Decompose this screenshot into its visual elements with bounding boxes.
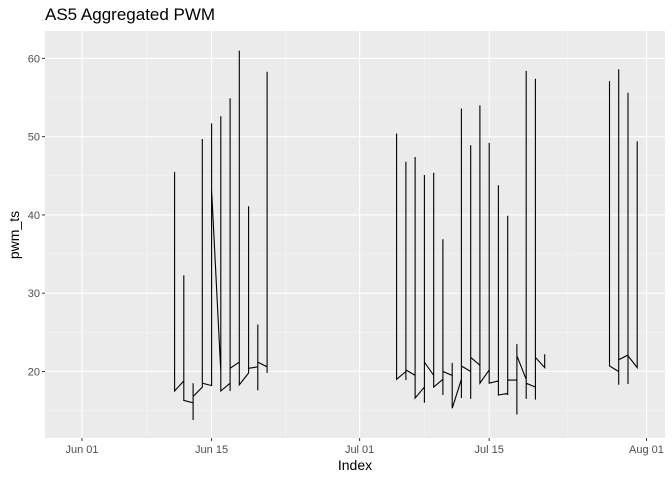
x-tick-label: Jun 15 bbox=[195, 444, 228, 456]
grid-major-y bbox=[45, 57, 665, 373]
x-tick-label: Jun 01 bbox=[65, 444, 98, 456]
series-line-2 bbox=[396, 70, 546, 415]
chart-title: AS5 Aggregated PWM bbox=[45, 5, 215, 24]
x-tick-label: Aug 01 bbox=[629, 444, 664, 456]
x-axis: Jun 01 Jun 15 Jul 01 Jul 15 Aug 01 bbox=[65, 438, 664, 456]
grid-minor-y bbox=[45, 97, 665, 411]
plot-panel bbox=[45, 31, 665, 438]
y-tick-label: 60 bbox=[28, 53, 40, 65]
series-line-1 bbox=[174, 50, 268, 420]
x-tick-label: Jul 15 bbox=[474, 444, 503, 456]
x-axis-title: Index bbox=[338, 457, 372, 473]
y-tick-label: 40 bbox=[28, 210, 40, 222]
x-tick-label: Jul 01 bbox=[345, 444, 374, 456]
y-axis: 20 30 40 50 60 bbox=[28, 53, 45, 378]
y-axis-title: pwm_ts bbox=[6, 211, 22, 259]
series-line-3 bbox=[608, 69, 638, 385]
series-group bbox=[174, 50, 638, 420]
y-tick-label: 20 bbox=[28, 366, 40, 378]
y-tick-label: 50 bbox=[28, 132, 40, 144]
y-tick-label: 30 bbox=[28, 288, 40, 300]
